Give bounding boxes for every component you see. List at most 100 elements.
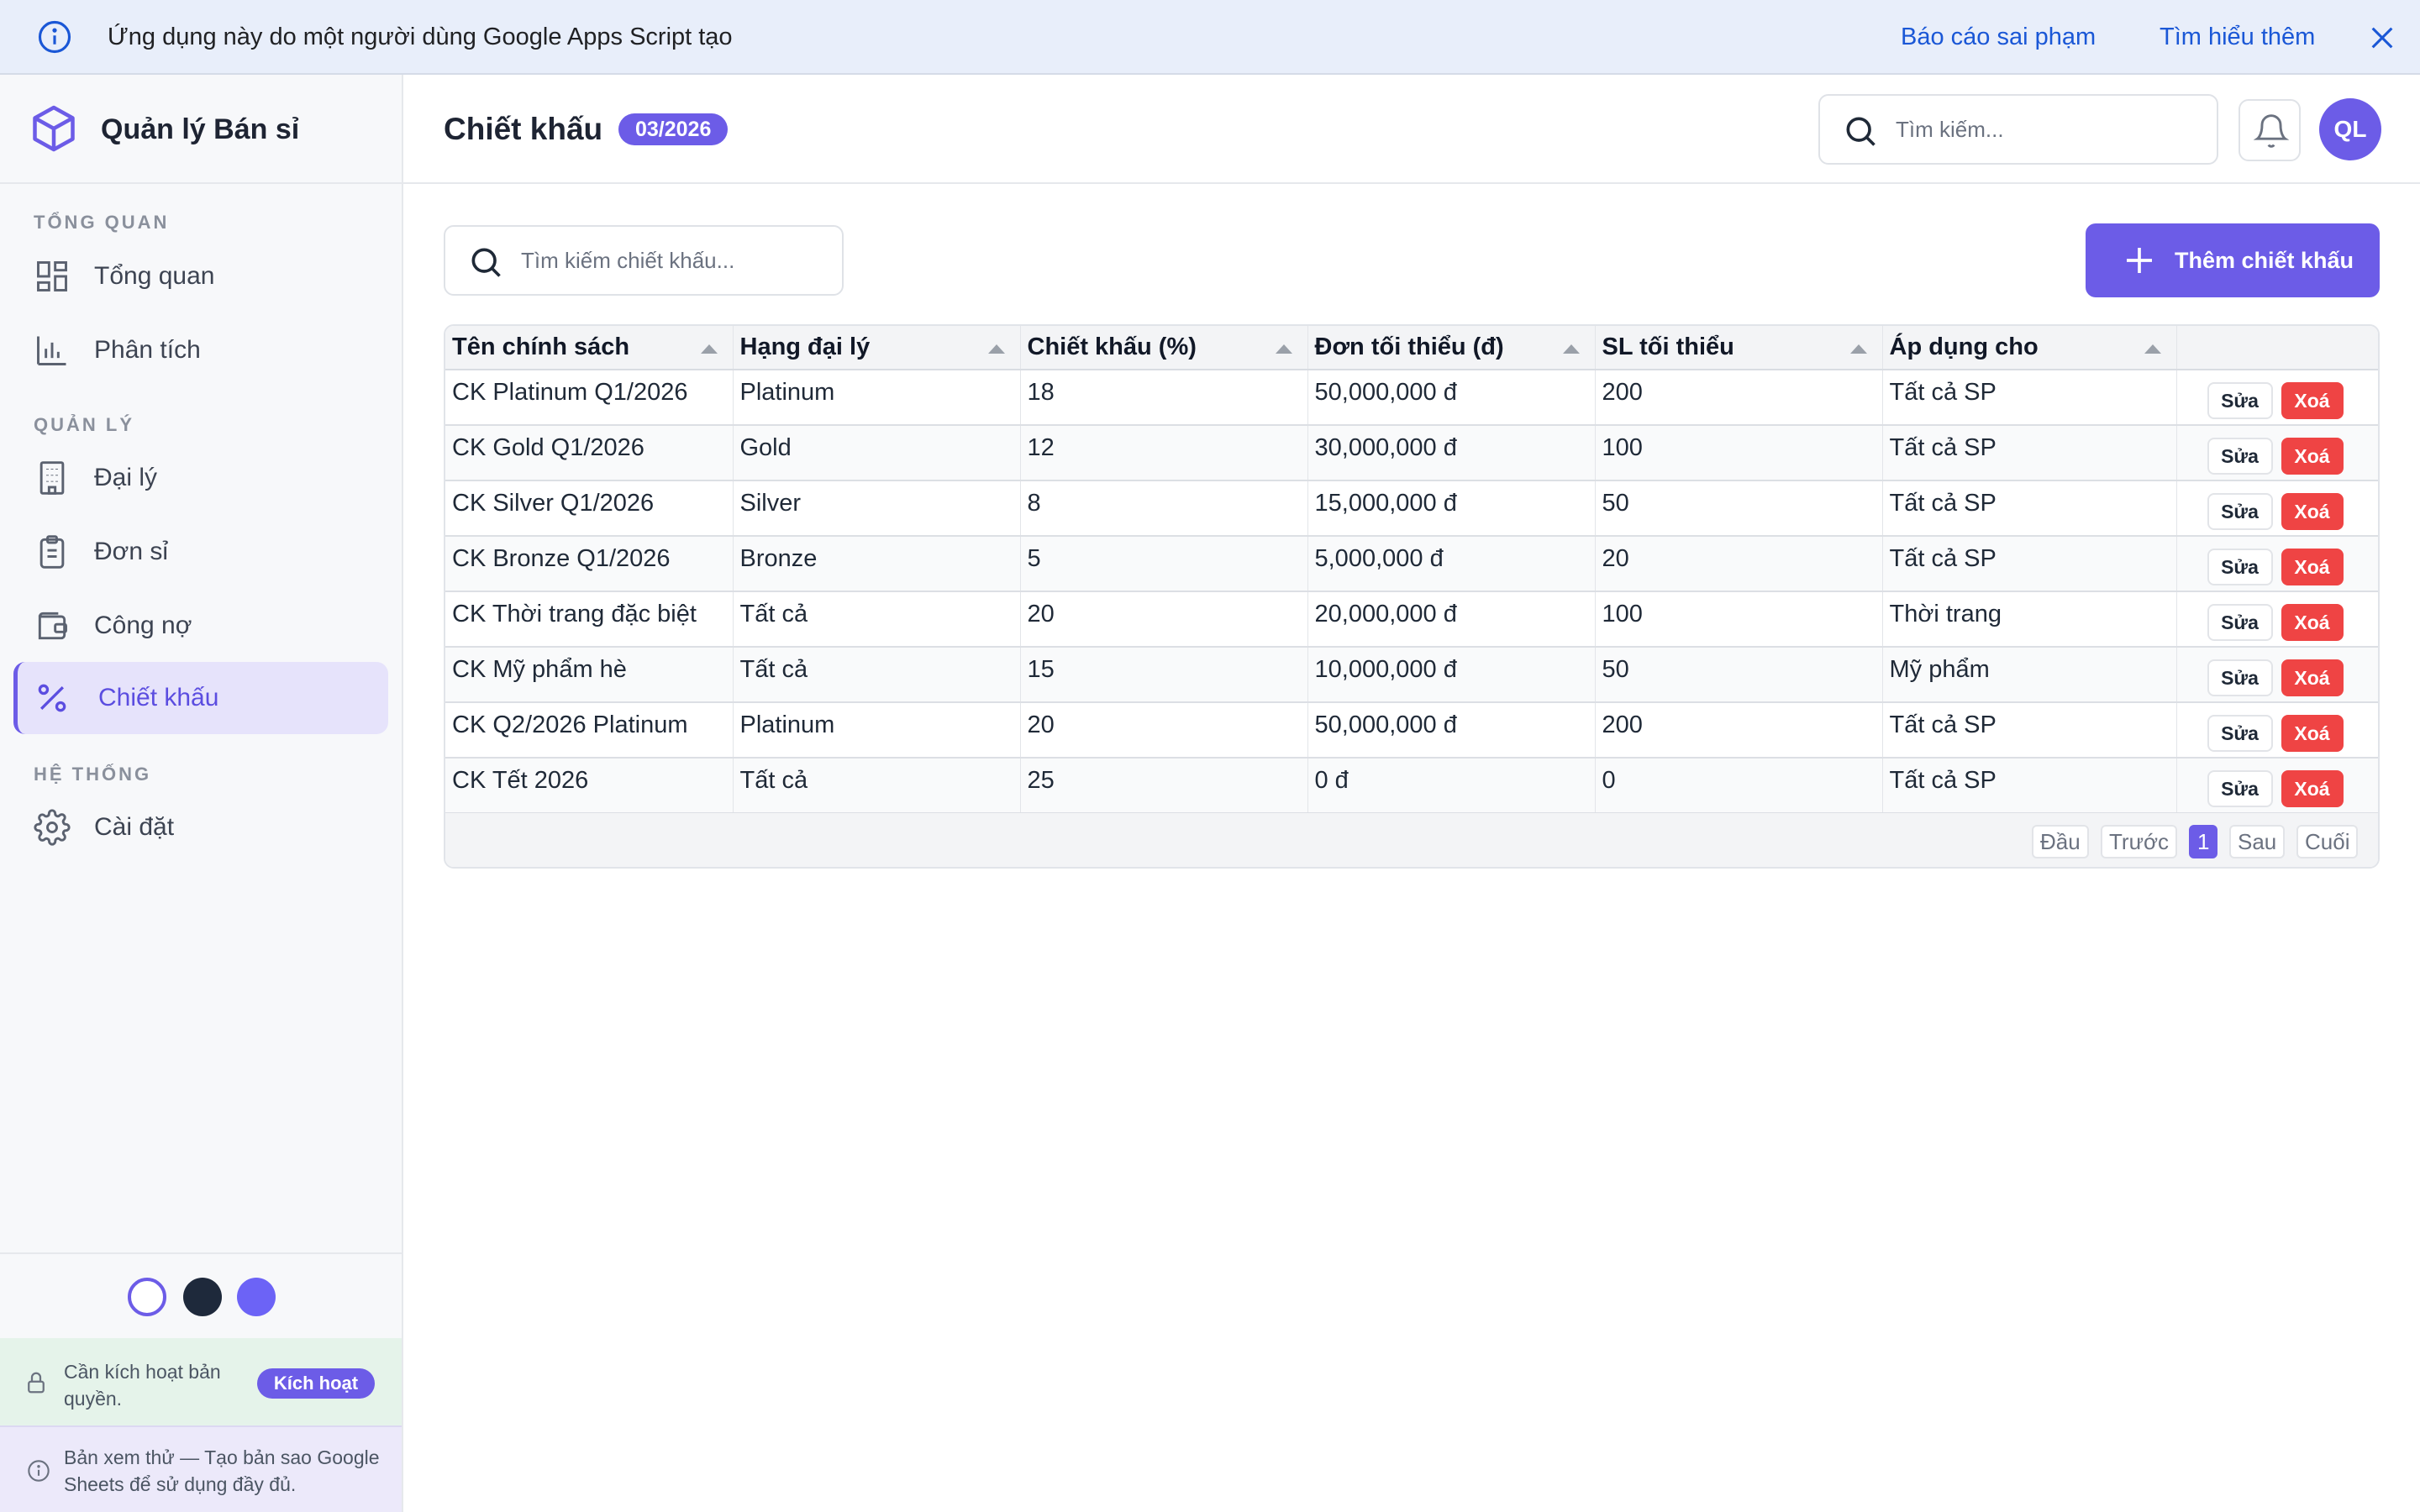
table-row: CK Platinum Q1/2026 Platinum 18 50,000,000 … — [445, 370, 2378, 426]
edit-button[interactable]: Sửa — [2207, 604, 2273, 641]
table-cell: CK Silver Q1/2026 — [445, 480, 734, 537]
edit-button[interactable]: Sửa — [2207, 659, 2273, 696]
page-first-button[interactable]: Đầu — [2032, 825, 2089, 858]
sort-icon — [2144, 344, 2161, 354]
add-discount-button[interactable]: Thêm chiết khấu — [2086, 223, 2380, 297]
table-cell: Tất cả — [733, 591, 1021, 648]
delete-button[interactable]: Xoá — [2281, 438, 2344, 475]
table-cell: CK Mỹ phẩm hè — [445, 647, 734, 703]
bell-icon — [2253, 114, 2290, 148]
table-cell: 200 — [1595, 702, 1883, 759]
table-cell: 50,000,000 đ — [1307, 370, 1596, 426]
page-prev-button[interactable]: Trước — [2101, 825, 2178, 858]
close-icon[interactable] — [2368, 24, 2396, 52]
table-cell: Bronze — [733, 536, 1021, 592]
lock-icon — [28, 1372, 45, 1394]
table-cell: CK Thời trang đặc biệt — [445, 591, 734, 648]
table-cell: 10,000,000 đ — [1307, 647, 1596, 703]
table-cell: 0 — [1595, 758, 1883, 814]
delete-button[interactable]: Xoá — [2281, 549, 2344, 585]
section-manage: QUẢN LÝ — [34, 414, 134, 435]
avatar[interactable]: QL — [2319, 98, 2381, 160]
sidebar-item-analytics[interactable]: Phân tích — [13, 314, 388, 386]
row-actions: Sửa Xoá — [2176, 480, 2378, 537]
edit-button[interactable]: Sửa — [2207, 770, 2273, 807]
report-abuse-link[interactable]: Báo cáo sai phạm — [1901, 24, 2096, 50]
theme-purple-swatch[interactable] — [237, 1278, 276, 1316]
brand-name: Quản lý Bán sỉ — [101, 113, 300, 145]
license-text: Cần kích hoạt bản quyền. — [64, 1361, 221, 1410]
page-header: Chiết khấu 03/2026 Tìm kiếm... QL — [403, 75, 2420, 184]
sort-icon — [987, 344, 1005, 354]
delete-button[interactable]: Xoá — [2281, 659, 2344, 696]
theme-light-swatch[interactable] — [128, 1278, 166, 1316]
notifications-button[interactable] — [2238, 99, 2301, 161]
sidebar-item-wholesale-orders[interactable]: Đơn sỉ — [13, 516, 388, 588]
column-header-applies-to[interactable]: Áp dụng cho — [1882, 326, 2177, 370]
info-icon — [38, 20, 71, 54]
sort-icon — [1849, 344, 1867, 354]
trial-text: Bản xem thử — Tạo bản sao Google Sheets … — [64, 1446, 380, 1495]
row-actions: Sửa Xoá — [2176, 591, 2378, 648]
column-label: Chiết khấu (%) — [1027, 333, 1197, 360]
global-search-input[interactable]: Tìm kiếm... — [1818, 94, 2218, 165]
divider — [0, 1252, 402, 1254]
column-header-policy-name[interactable]: Tên chính sách — [445, 326, 734, 370]
table-cell: CK Bronze Q1/2026 — [445, 536, 734, 592]
table-cell: 20 — [1020, 591, 1308, 648]
search-placeholder: Tìm kiếm... — [1896, 117, 2004, 142]
section-overview: TỔNG QUAN — [34, 212, 170, 233]
sidebar-item-label: Đơn sỉ — [94, 538, 169, 565]
add-discount-label: Thêm chiết khấu — [2175, 248, 2354, 273]
sort-icon — [1275, 344, 1292, 354]
table-cell: 20,000,000 đ — [1307, 591, 1596, 648]
table-cell: 30,000,000 đ — [1307, 425, 1596, 481]
page-last-button[interactable]: Cuối — [2296, 825, 2359, 858]
row-actions: Sửa Xoá — [2176, 702, 2378, 759]
delete-button[interactable]: Xoá — [2281, 770, 2344, 807]
delete-button[interactable]: Xoá — [2281, 382, 2344, 419]
column-header-actions — [2176, 326, 2378, 370]
table-cell: 200 — [1595, 370, 1883, 426]
column-header-discount-percent[interactable]: Chiết khấu (%) — [1020, 326, 1308, 370]
sidebar-item-agents[interactable]: Đại lý — [13, 442, 388, 514]
learn-more-link[interactable]: Tìm hiểu thêm — [2160, 24, 2316, 50]
table-row: CK Gold Q1/2026 Gold 12 30,000,000 đ 100 Tất … — [445, 425, 2378, 481]
edit-button[interactable]: Sửa — [2207, 438, 2273, 475]
delete-button[interactable]: Xoá — [2281, 604, 2344, 641]
clipboard-icon — [39, 535, 65, 569]
table-cell: CK Tết 2026 — [445, 758, 734, 814]
edit-button[interactable]: Sửa — [2207, 493, 2273, 530]
column-header-min-order[interactable]: Đơn tối thiểu (đ) — [1307, 326, 1596, 370]
sidebar-item-overview[interactable]: Tổng quan — [13, 240, 388, 312]
table-cell: 12 — [1020, 425, 1308, 481]
table-cell: 15 — [1020, 647, 1308, 703]
column-label: Tên chính sách — [452, 333, 630, 360]
edit-button[interactable]: Sửa — [2207, 549, 2273, 585]
period-badge: 03/2026 — [618, 113, 729, 145]
plus-icon — [2127, 248, 2152, 273]
edit-button[interactable]: Sửa — [2207, 382, 2273, 419]
sidebar-item-debts[interactable]: Công nợ — [13, 590, 388, 662]
activate-button[interactable]: Kích hoạt — [257, 1368, 375, 1399]
table-row: CK Tết 2026 Tất cả 25 0 đ 0 Tất cả SP Sửa Xoá — [445, 758, 2378, 814]
table-cell: 15,000,000 đ — [1307, 480, 1596, 537]
delete-button[interactable]: Xoá — [2281, 493, 2344, 530]
sidebar-item-label: Chiết khấu — [98, 684, 219, 711]
page-next-button[interactable]: Sau — [2229, 825, 2286, 858]
column-header-min-quantity[interactable]: SL tối thiểu — [1595, 326, 1883, 370]
page-current-button[interactable]: 1 — [2189, 825, 2218, 858]
column-label: Hạng đại lý — [739, 333, 871, 360]
column-header-agent-tier[interactable]: Hạng đại lý — [733, 326, 1021, 370]
sidebar-item-label: Cài đặt — [94, 813, 175, 841]
table-cell: 50 — [1595, 647, 1883, 703]
sidebar-item-settings[interactable]: Cài đặt — [13, 791, 388, 864]
edit-button[interactable]: Sửa — [2207, 715, 2273, 752]
delete-button[interactable]: Xoá — [2281, 715, 2344, 752]
table-cell: 25 — [1020, 758, 1308, 814]
brand: Quản lý Bán sỉ — [0, 75, 402, 184]
sort-icon — [1562, 344, 1580, 354]
theme-dark-swatch[interactable] — [183, 1278, 222, 1316]
sidebar-item-discounts[interactable]: Chiết khấu — [13, 662, 388, 734]
discount-search-input[interactable]: Tìm kiếm chiết khấu... — [444, 225, 844, 296]
